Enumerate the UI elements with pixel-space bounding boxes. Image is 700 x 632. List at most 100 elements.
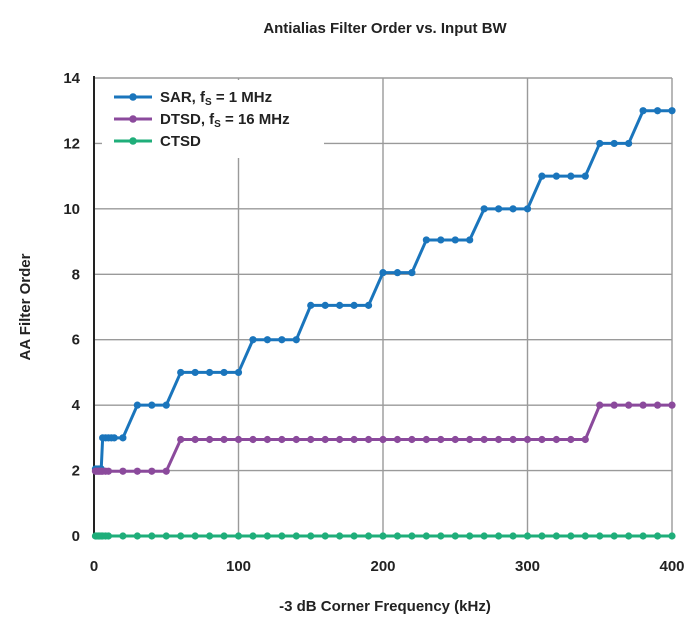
data-point-dtsd-24: [350, 435, 358, 444]
data-point-ctsd-14: [206, 532, 214, 540]
y-axis-label: AA Filter Order: [17, 253, 34, 360]
data-point-dtsd-46: [668, 401, 676, 409]
series-ctsd: [91, 532, 676, 540]
data-point-dtsd-23: [336, 435, 344, 444]
data-point-sar-12: [148, 401, 156, 409]
data-point-dtsd-45: [653, 401, 662, 409]
data-point-ctsd-44: [639, 532, 647, 540]
data-point-dtsd-13: [191, 435, 199, 444]
data-point-sar-22: [292, 336, 300, 344]
data-point-dtsd-17: [249, 435, 257, 444]
legend-label-ctsd: CTSD: [160, 133, 201, 150]
data-point-dtsd-19: [278, 435, 286, 444]
data-point-sar-43: [596, 139, 604, 148]
data-point-sar-48: [668, 107, 676, 115]
data-point-sar-28: [379, 269, 387, 277]
data-point-ctsd-13: [191, 532, 199, 540]
y-tick-label-12: 12: [63, 135, 80, 152]
data-point-dtsd-35: [509, 435, 517, 444]
data-point-dtsd-33: [480, 435, 488, 444]
legend-label-sar: SAR, fS = 1 MHz: [160, 89, 272, 108]
chart-title: Antialias Filter Order vs. Input BW: [263, 20, 507, 37]
data-point-sar-30: [408, 269, 416, 277]
data-point-dtsd-29: [422, 435, 430, 444]
data-point-sar-18: [234, 368, 243, 377]
data-point-sar-11: [133, 401, 141, 409]
data-point-dtsd-9: [133, 467, 141, 475]
data-point-sar-17: [220, 368, 228, 377]
series: [91, 107, 676, 540]
data-point-sar-34: [466, 236, 474, 244]
data-point-dtsd-14: [206, 435, 214, 444]
data-point-dtsd-40: [581, 435, 589, 444]
y-tick-label-8: 8: [72, 266, 80, 283]
data-point-ctsd-7: [104, 532, 113, 540]
x-tick-label-100: 100: [226, 558, 251, 575]
data-point-dtsd-10: [148, 467, 156, 475]
x-tick-label-0: 0: [90, 558, 98, 575]
data-point-dtsd-18: [263, 435, 271, 444]
data-point-dtsd-7: [104, 467, 113, 475]
y-tick-label-2: 2: [72, 463, 80, 480]
data-point-ctsd-45: [653, 532, 662, 540]
data-point-ctsd-39: [567, 532, 575, 540]
x-tick-label-400: 400: [659, 558, 684, 575]
data-point-dtsd-8: [119, 467, 127, 475]
data-point-ctsd-15: [220, 532, 228, 540]
data-point-dtsd-28: [408, 435, 416, 444]
data-point-dtsd-36: [523, 435, 532, 444]
data-point-sar-24: [321, 301, 329, 309]
data-point-dtsd-22: [321, 435, 329, 444]
data-point-dtsd-21: [307, 435, 315, 444]
legend-label-dtsd: DTSD, fS = 16 MHz: [160, 111, 290, 130]
grid: [94, 77, 673, 536]
data-point-dtsd-42: [610, 401, 618, 409]
data-point-sar-9: [110, 434, 118, 442]
data-point-sar-10: [119, 434, 127, 442]
data-point-dtsd-32: [466, 435, 474, 444]
data-point-ctsd-42: [610, 532, 618, 540]
data-point-ctsd-22: [321, 532, 329, 540]
y-tick-label-0: 0: [72, 528, 80, 545]
data-point-sar-41: [567, 172, 575, 180]
data-point-ctsd-21: [307, 532, 315, 540]
data-point-ctsd-11: [162, 532, 170, 540]
data-point-ctsd-46: [668, 532, 676, 540]
data-point-sar-47: [653, 107, 662, 115]
data-point-dtsd-31: [451, 435, 459, 444]
data-point-ctsd-9: [133, 532, 141, 540]
data-point-sar-46: [639, 107, 647, 115]
data-point-dtsd-43: [625, 401, 633, 409]
data-point-dtsd-30: [437, 435, 445, 444]
data-point-ctsd-26: [379, 532, 387, 540]
data-point-dtsd-16: [234, 435, 243, 444]
data-point-sar-14: [177, 368, 185, 377]
data-point-ctsd-25: [364, 532, 373, 540]
y-tick-label-10: 10: [63, 201, 80, 218]
data-point-ctsd-40: [581, 532, 589, 540]
data-point-dtsd-39: [567, 435, 575, 444]
data-point-sar-42: [581, 172, 589, 180]
data-point-dtsd-34: [495, 435, 503, 444]
data-point-ctsd-23: [336, 532, 344, 540]
data-point-dtsd-41: [596, 401, 604, 409]
data-point-sar-32: [437, 236, 445, 244]
data-point-ctsd-36: [523, 532, 532, 540]
data-point-dtsd-26: [379, 435, 387, 444]
data-point-ctsd-41: [596, 532, 604, 540]
data-point-ctsd-12: [177, 532, 185, 540]
data-point-dtsd-27: [393, 435, 402, 444]
data-point-dtsd-37: [538, 435, 546, 444]
data-point-sar-27: [364, 301, 373, 309]
y-tick-label-14: 14: [63, 70, 80, 87]
series-sar: [91, 107, 676, 473]
data-point-sar-26: [350, 301, 358, 309]
data-point-sar-31: [422, 236, 430, 244]
x-tick-label-300: 300: [515, 558, 540, 575]
data-point-ctsd-38: [552, 532, 561, 540]
data-point-ctsd-18: [263, 532, 271, 540]
x-tick-label-200: 200: [370, 558, 395, 575]
data-point-sar-21: [278, 336, 286, 344]
data-point-ctsd-29: [422, 532, 430, 540]
data-point-sar-29: [393, 269, 402, 277]
